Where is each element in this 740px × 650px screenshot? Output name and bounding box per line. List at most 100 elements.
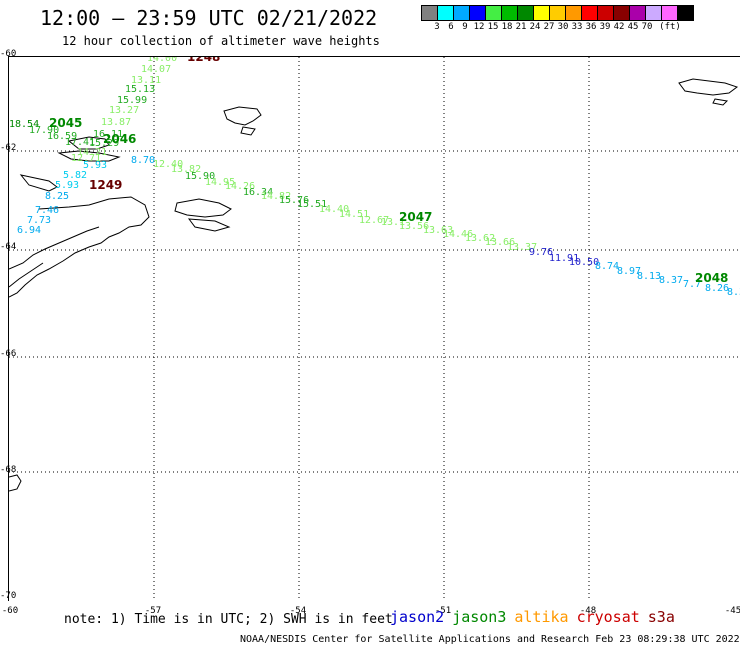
wave-height-value: 12.40: [153, 159, 183, 170]
lat-label: -60: [0, 49, 17, 59]
wave-height-value: 5.93: [83, 160, 107, 171]
wave-height-value: 5.82: [63, 170, 87, 181]
legend-swatch: [533, 5, 550, 21]
wave-height-value: 18.54: [9, 119, 39, 130]
legend-label: 45: [627, 22, 639, 32]
legend-label: 42: [613, 22, 625, 32]
wave-height-value: 13.1: [381, 217, 405, 228]
wave-height-value: 15.90: [185, 171, 215, 182]
legend-label: 3: [434, 22, 440, 32]
legend-color-bar: [421, 5, 694, 21]
legend-swatch: [469, 5, 486, 21]
lat-label: -70: [0, 591, 17, 601]
legend-label: 27: [543, 22, 555, 32]
wave-height-value: 15.76: [279, 195, 309, 206]
note-text: note: 1) Time is in UTC; 2) SWH is in fe…: [64, 612, 393, 627]
wave-height-value: 14.95: [205, 177, 235, 188]
wave-height-value: 13.82: [171, 164, 201, 175]
wave-height-value: 8.97: [617, 266, 641, 277]
legend-label: 21: [515, 22, 527, 32]
wave-height-value: 14.51: [339, 209, 369, 220]
wave-height-value: 15.99: [117, 95, 147, 106]
map-canvas: 14.0014.0713.1115.1315.9913.2713.8716.11…: [9, 57, 740, 601]
time-markers: 1248 2045 2046 1249 2047 2048: [49, 57, 728, 285]
wave-height-value: 14.00: [147, 57, 177, 64]
wave-height-value: 12.67: [359, 215, 389, 226]
wave-height-value: 13.11: [131, 75, 161, 86]
footer-credit: NOAA/NESDIS Center for Satellite Applica…: [240, 634, 740, 645]
lon-label: -51: [434, 606, 452, 616]
wave-height-value: 10.50: [569, 257, 599, 268]
wave-height-value: 8.26: [705, 283, 729, 294]
wave-height-value: 14.21: [77, 147, 107, 158]
lat-label: -62: [0, 143, 17, 153]
wave-height-value: 17.41: [65, 137, 95, 148]
legend-swatch: [677, 5, 694, 21]
time-marker: 1248: [187, 57, 220, 64]
wave-height-value: 7.7: [683, 279, 701, 290]
legend-label: 30: [557, 22, 569, 32]
wave-height-value: 14.26: [225, 181, 255, 192]
wave-height-value: 13.27: [109, 105, 139, 116]
legend-label: 36: [585, 22, 597, 32]
wave-height-value: 14.07: [141, 64, 171, 75]
lat-label: -66: [0, 349, 17, 359]
satellite-legend: jason2 jason3 altika cryosat s3a: [390, 608, 683, 626]
wave-height-tracks: 14.0014.0713.1115.1315.9913.2713.8716.11…: [9, 57, 740, 298]
map-area: 14.00 14.07 13.11 15.13 15.99 13.27 13.87 16.11…: [8, 56, 740, 601]
map-title: 12:00 — 23:59 UTC 02/21/2022: [40, 6, 378, 30]
legend-label: 70: [641, 22, 653, 32]
satellite-label: jason3: [452, 608, 507, 626]
wave-height-value: 9.76: [529, 247, 553, 258]
wave-height-value: 17.90: [29, 125, 59, 136]
wave-height-value: 7.73: [27, 215, 51, 226]
lat-label: -68: [0, 465, 17, 475]
legend-label: 39: [599, 22, 611, 32]
wave-height-value: 5.93: [55, 180, 79, 191]
legend-swatch: [645, 5, 662, 21]
legend-unit: (ft): [659, 22, 681, 32]
time-marker: 1249: [89, 178, 122, 192]
lon-label: -60: [1, 606, 19, 616]
legend-label: 6: [448, 22, 454, 32]
legend-label: 24: [529, 22, 541, 32]
satellite-label: jason2: [390, 608, 445, 626]
legend-label: 12: [473, 22, 485, 32]
time-marker: 2046: [103, 132, 136, 146]
graticule: [9, 57, 740, 601]
wave-height-value: 8.13: [637, 271, 661, 282]
legend-label: 9: [462, 22, 468, 32]
wave-height-value: 13.63: [423, 225, 453, 236]
wave-height-value: 13.62: [465, 233, 495, 244]
wave-height-value: 6.94: [17, 225, 41, 236]
legend-swatch: [485, 5, 502, 21]
legend-swatch: [501, 5, 518, 21]
lon-label: -57: [144, 606, 162, 616]
wave-height-value: 8.25: [45, 191, 69, 202]
legend-swatch: [437, 5, 454, 21]
lon-label: -45: [724, 606, 740, 616]
legend-swatch: [629, 5, 646, 21]
legend-swatch: [613, 5, 630, 21]
wave-height-value: 15.29: [89, 138, 119, 149]
wave-height-value: 13.66: [485, 237, 515, 248]
wave-height-value: 13.56: [399, 221, 429, 232]
wave-height-value: 15.13: [125, 84, 155, 95]
map-subtitle: 12 hour collection of altimeter wave hei…: [62, 34, 380, 48]
satellite-label: altika: [514, 608, 569, 626]
wave-height-value: 14.82: [261, 191, 291, 202]
legend-swatch: [565, 5, 582, 21]
legend-swatch: [597, 5, 614, 21]
legend-swatch: [581, 5, 598, 21]
lon-label: -48: [579, 606, 597, 616]
lon-label: -54: [289, 606, 307, 616]
wave-height-value: 14.40: [319, 204, 349, 215]
wave-height-value: 16.34: [243, 187, 273, 198]
wave-height-value: 8.74: [595, 261, 619, 272]
wave-height-value: 8.37: [659, 275, 683, 286]
wave-height-value: 12.71: [71, 153, 101, 164]
legend-label: 33: [571, 22, 583, 32]
wave-height-value: 13.87: [101, 117, 131, 128]
satellite-label: s3a: [647, 608, 675, 626]
lat-label: -64: [0, 242, 17, 252]
